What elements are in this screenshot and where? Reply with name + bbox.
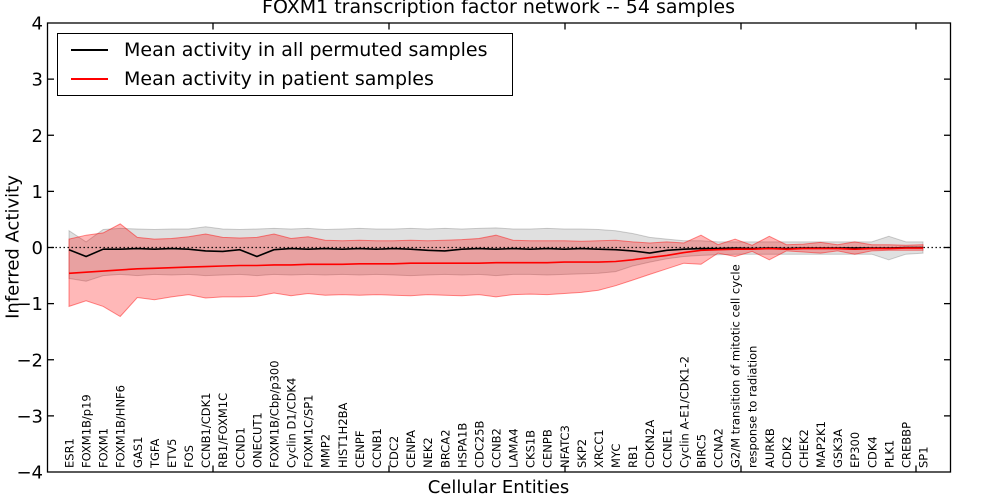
category-label: CDC2: [387, 436, 401, 468]
y-tick-label: 1: [32, 182, 43, 203]
category-label: CDK4: [865, 436, 879, 468]
category-label: CDC25B: [472, 420, 486, 468]
x-axis-label: Cellular Entities: [427, 477, 570, 498]
category-label: AURKB: [763, 428, 777, 468]
category-label: CREBBP: [899, 422, 913, 468]
category-label: HSPA1B: [455, 423, 469, 468]
category-label: HIST1H2BA: [336, 402, 350, 468]
category-label: SP1: [917, 446, 931, 468]
category-label: EP300: [848, 432, 862, 468]
category-label: NFATC3: [558, 425, 572, 468]
category-label: ONECUT1: [250, 412, 264, 468]
permuted-line-swatch: [71, 48, 108, 51]
category-label: GAS1: [131, 437, 145, 468]
category-label: Cyclin D1/CDK4: [285, 378, 299, 468]
category-label: CDK2: [780, 436, 794, 468]
category-label: BIRC5: [695, 434, 709, 468]
category-label: CKS1B: [524, 430, 538, 468]
category-label: CCNB1: [370, 428, 384, 468]
category-label: NEK2: [421, 437, 435, 468]
category-label: BRCA2: [438, 429, 452, 468]
legend-label-permuted: Mean activity in all permuted samples: [124, 38, 488, 61]
category-label: CENPA: [404, 430, 418, 468]
category-label: Cyclin A-E1/CDK1-2: [677, 356, 691, 468]
category-label: FOXM1B/Cbp/p300: [268, 360, 282, 468]
category-label: FOXM1: [97, 428, 111, 468]
y-tick-label: 4: [32, 14, 43, 35]
category-label: FOXM1B/HNF6: [114, 385, 128, 468]
category-label: SKP2: [575, 439, 589, 468]
y-tick-label: 3: [32, 70, 43, 91]
patient-mean-line: [68, 247, 923, 275]
category-label: XRCC1: [592, 429, 606, 468]
chart-title: FOXM1 transcription factor network -- 54…: [262, 0, 735, 18]
category-label: CCNA2: [712, 428, 726, 468]
category-label: GSK3A: [831, 429, 845, 468]
y-tick-label: −1: [16, 294, 43, 315]
y-tick-label: −2: [16, 350, 43, 371]
patient-line-swatch: [71, 78, 108, 81]
category-label: CDKN2A: [643, 420, 657, 468]
category-label: FOXM1B/p19: [80, 394, 94, 468]
legend-entry-permuted: Mean activity in all permuted samples: [58, 36, 512, 64]
category-label: RB1/FOXM1C: [216, 393, 230, 468]
category-label: response to radiation: [746, 346, 760, 468]
category-label: PLK1: [882, 440, 896, 468]
category-label: CCNE1: [660, 429, 674, 468]
legend-box: Mean activity in all permuted samples Me…: [57, 33, 513, 96]
patient-band: [68, 223, 924, 318]
category-label: CENPF: [353, 431, 367, 468]
category-label: LAMA4: [507, 428, 521, 468]
legend-entry-patient: Mean activity in patient samples: [58, 65, 512, 93]
category-label: CCND1: [233, 427, 247, 468]
y-tick-label: −3: [16, 406, 43, 427]
category-label: ESR1: [63, 438, 77, 468]
permuted-band: [68, 226, 924, 282]
category-label: G2/M transition of mitotic cell cycle: [729, 264, 743, 468]
y-tick-label: −4: [16, 463, 43, 484]
category-label: CCNB2: [490, 428, 504, 468]
category-label: ETV5: [165, 439, 179, 468]
category-label: FOS: [182, 445, 196, 468]
category-label: CHEK2: [797, 429, 811, 468]
category-label: CCNB1/CDK1: [199, 393, 213, 469]
category-label: TGFA: [148, 439, 162, 469]
category-label: MYC: [609, 444, 623, 468]
category-label: MAP2K1: [814, 421, 828, 468]
category-label: RB1: [626, 445, 640, 468]
category-label: MMP2: [319, 434, 333, 468]
legend-label-patient: Mean activity in patient samples: [124, 68, 434, 91]
y-tick-label: 2: [32, 126, 43, 147]
y-tick-label: 0: [32, 238, 43, 259]
category-label: FOXM1C/SP1: [302, 394, 316, 468]
category-label: CENPB: [541, 429, 555, 468]
